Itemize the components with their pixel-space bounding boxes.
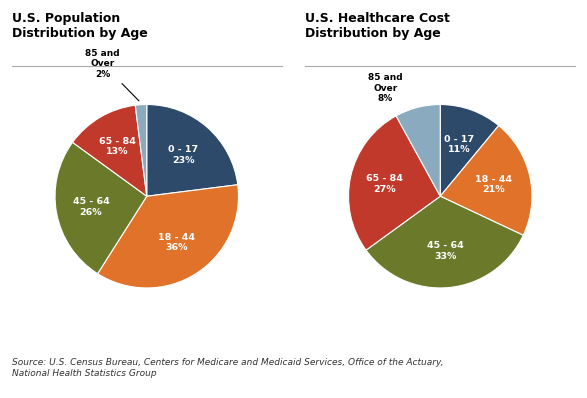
Wedge shape [147,105,238,196]
Text: 85 and
Over
2%: 85 and Over 2% [86,49,139,101]
Wedge shape [97,185,238,288]
Text: U.S. Population
Distribution by Age: U.S. Population Distribution by Age [12,12,147,40]
Text: 85 and
Over
8%: 85 and Over 8% [368,73,403,103]
Text: Source: U.S. Census Bureau, Centers for Medicare and Medicaid Services, Office o: Source: U.S. Census Bureau, Centers for … [12,358,443,378]
Wedge shape [440,125,532,235]
Text: 18 - 44
36%: 18 - 44 36% [158,233,195,252]
Wedge shape [349,116,440,250]
Text: 0 - 17
11%: 0 - 17 11% [444,135,474,154]
Wedge shape [396,105,440,196]
Text: 65 - 84
13%: 65 - 84 13% [99,137,136,156]
Text: U.S. Healthcare Cost
Distribution by Age: U.S. Healthcare Cost Distribution by Age [305,12,450,40]
Wedge shape [135,105,147,196]
Text: 65 - 84
27%: 65 - 84 27% [366,174,403,193]
Text: 45 - 64
26%: 45 - 64 26% [73,197,109,217]
Wedge shape [55,142,147,274]
Text: 18 - 44
21%: 18 - 44 21% [475,175,512,194]
Wedge shape [73,105,147,196]
Wedge shape [366,196,523,288]
Wedge shape [440,105,499,196]
Text: 0 - 17
23%: 0 - 17 23% [168,145,198,165]
Text: 45 - 64
33%: 45 - 64 33% [427,241,464,261]
